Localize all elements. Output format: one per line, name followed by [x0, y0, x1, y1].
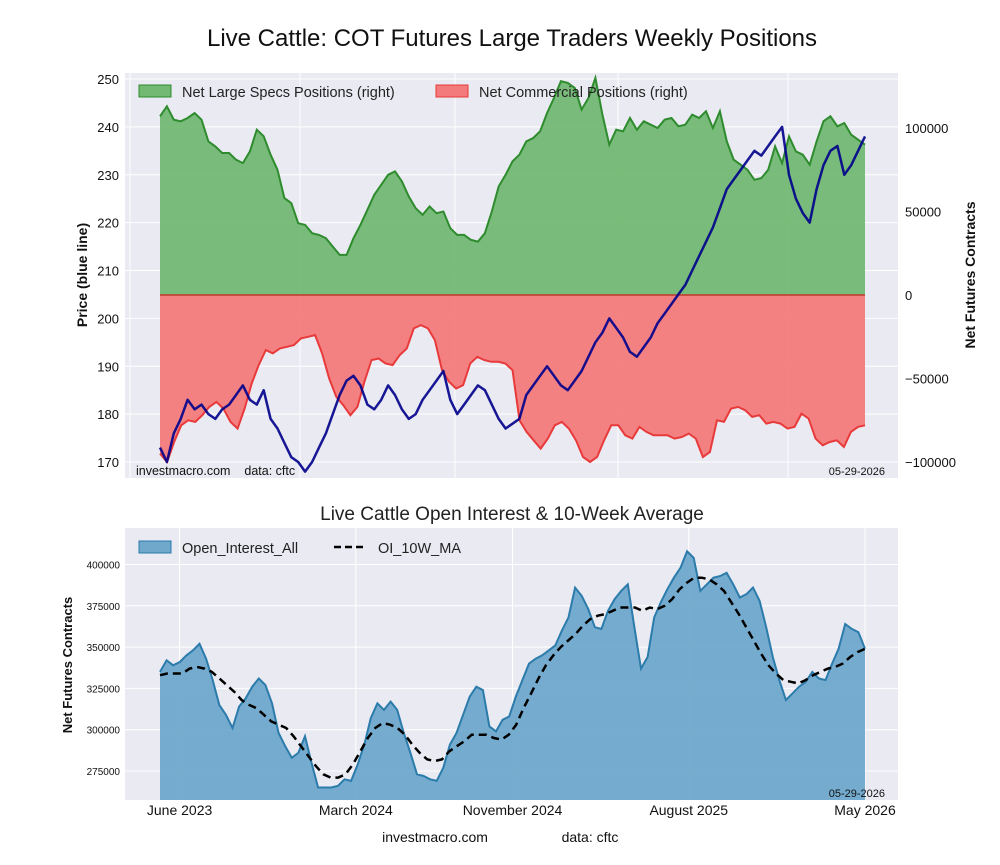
figure-title: Live Cattle: COT Futures Large Traders W…: [207, 25, 817, 52]
legend-label-specs: Net Large Specs Positions (right): [182, 85, 395, 101]
footer-data-source: data: cftc: [562, 829, 619, 845]
series-line-specs: [159, 74, 866, 256]
series-line-open-interest: [159, 549, 866, 789]
oi-x-tick-label: November 2024: [463, 802, 563, 818]
cot-right-axis-ticks: 100000 50000 0 −50000 −100000: [905, 121, 956, 470]
cot-right-tick-label: −100000: [905, 455, 956, 470]
cot-right-tick-label: −50000: [905, 372, 949, 387]
oi-chart: 400000 375000 350000 325000 300000 275000 Jun…: [60, 528, 898, 818]
cot-left-tick-label: 180: [97, 407, 119, 422]
cot-left-tick-label: 220: [97, 216, 119, 231]
footer-site: investmacro.com: [382, 829, 488, 845]
oi-y-tick-label: 375000: [87, 602, 121, 613]
cot-legend: Net Large Specs Positions (right) Net Co…: [138, 84, 688, 101]
oi-y-tick-label: 350000: [87, 643, 121, 654]
cot-right-tick-label: 100000: [905, 121, 948, 136]
series-line-price: [158, 125, 867, 473]
oi-legend: Open_Interest_All OI_10W_MA: [138, 540, 461, 557]
cot-left-tick-label: 190: [97, 359, 119, 374]
oi-y-axis-ticks: 400000 375000 350000 325000 300000 275000: [87, 561, 121, 779]
series-line-commercial: [159, 323, 866, 464]
oi-chart-title: Live Cattle Open Interest & 10-Week Aver…: [320, 504, 704, 525]
cot-watermark-date: 05-29-2026: [829, 466, 885, 478]
legend-label-moving-average: OI_10W_MA: [378, 541, 461, 557]
oi-x-tick-label: June 2023: [147, 802, 213, 818]
oi-x-axis-ticks: June 2023 March 2024 November 2024 August 2…: [147, 802, 896, 818]
cot-left-tick-label: 200: [97, 311, 119, 326]
cot-left-axis-label: Price (blue line): [74, 223, 90, 327]
cot-chart: 250 240 230 220 210 200 190 180 170 100000 50000 0…: [74, 72, 978, 478]
legend-swatch-commercial: [435, 84, 469, 98]
cot-left-tick-label: 210: [97, 264, 119, 279]
series-area-commercial: [160, 295, 865, 462]
oi-x-tick-label: March 2024: [319, 802, 393, 818]
legend-swatch-specs: [138, 84, 172, 98]
oi-x-tick-label: May 2026: [834, 802, 896, 818]
series-area-specs: [160, 77, 865, 296]
oi-y-tick-label: 300000: [87, 726, 121, 737]
cot-series-layer: [158, 74, 867, 473]
cot-left-tick-label: 170: [97, 455, 119, 470]
oi-y-tick-label: 275000: [87, 767, 121, 778]
cot-left-axis-ticks: 250 240 230 220 210 200 190 180 170: [97, 72, 119, 470]
series-area-open-interest: [160, 551, 865, 800]
legend-label-open-interest: Open_Interest_All: [182, 541, 298, 557]
oi-y-axis-label: Net Futures Contracts: [60, 597, 75, 734]
cot-left-tick-label: 230: [97, 168, 119, 183]
cot-left-tick-label: 240: [97, 120, 119, 135]
oi-y-tick-label: 400000: [87, 561, 121, 572]
legend-label-commercial: Net Commercial Positions (right): [479, 85, 688, 101]
cot-right-tick-label: 0: [905, 288, 912, 303]
cot-watermark-source: investmacro.com data: cftc: [136, 464, 295, 478]
oi-y-tick-label: 325000: [87, 684, 121, 695]
cot-right-tick-label: 50000: [905, 205, 941, 220]
oi-series-layer: [159, 549, 866, 800]
cot-right-axis-label: Net Futures Contracts: [962, 201, 978, 348]
oi-x-tick-label: August 2025: [649, 802, 728, 818]
cot-left-tick-label: 250: [97, 72, 119, 87]
legend-swatch-open-interest: [138, 540, 172, 554]
oi-watermark-date: 05-29-2026: [829, 788, 885, 800]
